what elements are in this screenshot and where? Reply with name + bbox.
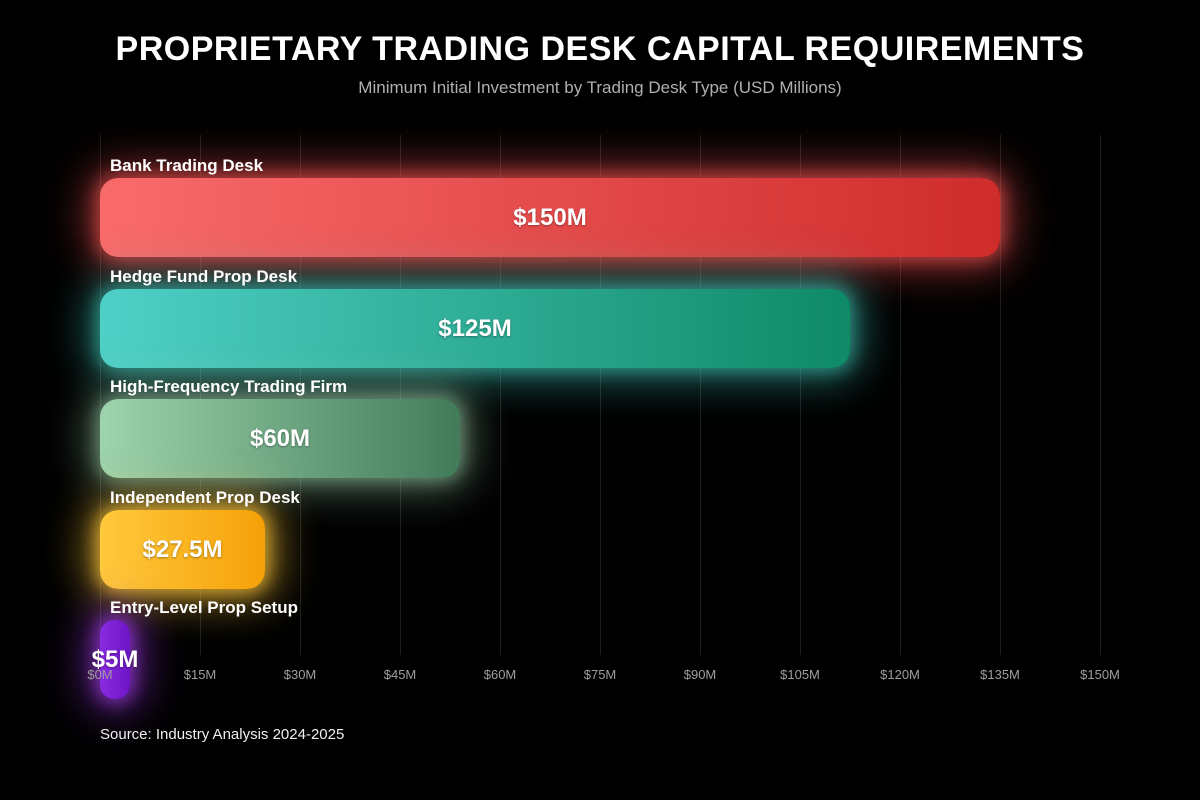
x-axis-tick-label: $150M xyxy=(1080,667,1120,682)
bar-category-label: Entry-Level Prop Setup xyxy=(110,598,298,617)
x-axis-tick-label: $60M xyxy=(483,667,517,682)
bar: $60M xyxy=(100,399,460,478)
bar-category-label: High-Frequency Trading Firm xyxy=(110,377,348,396)
bar-value-label: $60M xyxy=(249,424,311,452)
x-axis-tick-label: $120M xyxy=(880,667,920,682)
source-note: Source: Industry Analysis 2024-2025 xyxy=(100,726,345,743)
gridline xyxy=(599,135,601,655)
bar: $125M xyxy=(100,289,850,368)
bar-category-label: Independent Prop Desk xyxy=(110,488,300,507)
chart-title: PROPRIETARY TRADING DESK CAPITAL REQUIRE… xyxy=(115,30,1085,68)
gridline xyxy=(799,135,801,655)
bar-category-label: Bank Trading Desk xyxy=(110,156,264,175)
bar-value-label: $125M xyxy=(438,314,512,342)
x-axis-tick-label: $15M xyxy=(183,667,217,682)
x-axis-tick-label: $75M xyxy=(583,667,617,682)
x-axis-tick-label: $30M xyxy=(283,667,317,682)
gridline xyxy=(299,135,301,655)
bar-value-label: $5M xyxy=(91,645,139,673)
gridline xyxy=(999,135,1001,655)
bar-category-label: Hedge Fund Prop Desk xyxy=(110,267,298,286)
gridline xyxy=(699,135,701,655)
bar: $27.5M xyxy=(100,510,265,589)
bar: $150M xyxy=(100,178,1000,257)
x-axis-tick-label: $45M xyxy=(383,667,417,682)
gridline xyxy=(199,135,201,655)
gridline xyxy=(499,135,501,655)
x-axis-tick-label: $90M xyxy=(683,667,717,682)
bar-value-label: $150M xyxy=(513,203,587,231)
gridline xyxy=(99,135,101,655)
chart-subtitle: Minimum Initial Investment by Trading De… xyxy=(358,78,842,97)
gridline xyxy=(899,135,901,655)
x-axis-tick-label: $0M xyxy=(87,667,113,682)
gridline xyxy=(399,135,401,655)
x-axis-tick-label: $135M xyxy=(980,667,1020,682)
bar-value-label: $27.5M xyxy=(142,535,223,563)
bar: $5M xyxy=(92,620,138,699)
gridline xyxy=(1099,135,1101,655)
x-axis-tick-label: $105M xyxy=(780,667,820,682)
